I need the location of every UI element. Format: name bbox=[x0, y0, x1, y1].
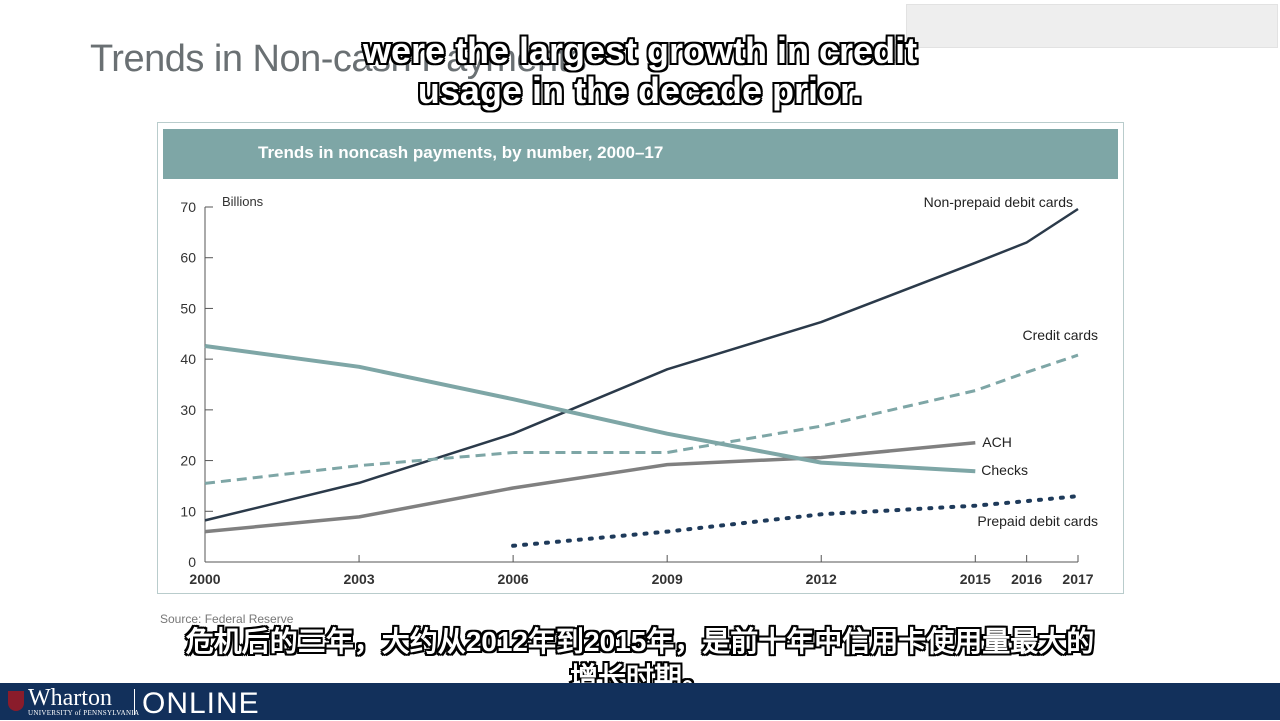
series-label-ach: ACH bbox=[982, 434, 1012, 450]
x-tick-label: 2017 bbox=[1062, 571, 1093, 587]
x-tick-label: 2009 bbox=[652, 571, 683, 587]
source-note: Source: Federal Reserve bbox=[160, 612, 294, 626]
x-tick-label: 2016 bbox=[1011, 571, 1042, 587]
series-line-non-prepaid-debit-cards bbox=[204, 207, 1079, 522]
x-tick-label: 2015 bbox=[960, 571, 991, 587]
series-line-credit-cards bbox=[204, 353, 1079, 485]
logo-divider bbox=[134, 689, 135, 715]
subtitle-chinese-line1: 危机后的三年，大约从2012年到2015年，是前十年中信用卡使用量最大的 bbox=[185, 626, 1095, 657]
y-tick-label: 30 bbox=[180, 402, 196, 418]
y-tick-label: 50 bbox=[180, 300, 196, 316]
series-line-ach bbox=[204, 441, 976, 534]
chart-header: Trends in noncash payments, by number, 2… bbox=[163, 129, 1118, 179]
series-label-checks: Checks bbox=[981, 462, 1028, 478]
x-tick-label: 2000 bbox=[189, 571, 220, 587]
x-tick-label: 2003 bbox=[343, 571, 374, 587]
series-label-credit-cards: Credit cards bbox=[1023, 327, 1098, 343]
series-label-prepaid-debit-cards: Prepaid debit cards bbox=[977, 513, 1098, 529]
series-label-non-prepaid-debit-cards: Non-prepaid debit cards bbox=[924, 194, 1073, 210]
chart-frame: Trends in noncash payments, by number, 2… bbox=[157, 122, 1124, 594]
slide-title: Trends in Non-cash Payments bbox=[90, 38, 587, 80]
y-tick-label: 40 bbox=[180, 351, 196, 367]
x-tick-label: 2012 bbox=[806, 571, 837, 587]
y-tick-label: 0 bbox=[188, 554, 196, 570]
y-tick-label: 60 bbox=[180, 250, 196, 266]
top-right-placeholder-box bbox=[906, 4, 1278, 48]
wharton-logo-university: UNIVERSITY of PENNSYLVANIA bbox=[28, 709, 140, 717]
subtitle-english-line1: were the largest growth in credit bbox=[362, 30, 918, 71]
subtitle-english-line2: usage in the decade prior. bbox=[417, 70, 863, 111]
wharton-logo-wordmark: Wharton bbox=[28, 685, 112, 711]
wharton-logo-online: ONLINE bbox=[142, 687, 260, 720]
y-axis-label: Billions bbox=[222, 194, 264, 209]
footer-bar: Wharton UNIVERSITY of PENNSYLVANIA ONLIN… bbox=[0, 683, 1280, 720]
chart-title: Trends in noncash payments, by number, 2… bbox=[258, 143, 664, 162]
x-tick-label: 2006 bbox=[498, 571, 529, 587]
y-tick-label: 20 bbox=[180, 453, 196, 469]
series-line-checks bbox=[204, 344, 976, 474]
y-tick-label: 70 bbox=[180, 199, 196, 215]
wharton-shield-icon bbox=[8, 691, 24, 711]
y-tick-label: 10 bbox=[180, 503, 196, 519]
series-line-prepaid-debit-cards bbox=[511, 494, 1080, 548]
